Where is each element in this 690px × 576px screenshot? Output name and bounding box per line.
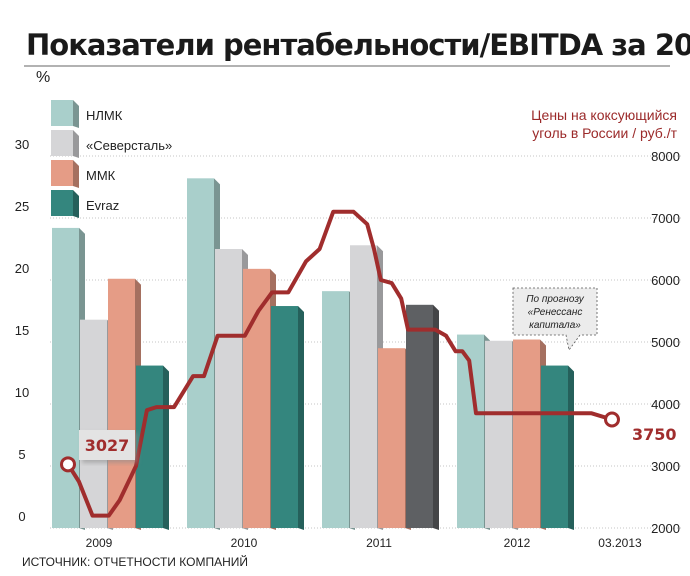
legend-label: НЛМК [86,108,123,123]
bar [271,306,298,528]
y-tick-label: 10 [15,385,29,400]
y-tick-label: 5 [18,447,25,462]
bar [513,339,540,528]
legend-swatch-side [73,190,79,218]
bar-side [298,306,304,530]
left-axis: 0 5 10 15 20 25 30 [15,137,29,524]
legend-swatch-side [73,130,79,158]
y-tick-label: 20 [15,261,29,276]
start-value-label: 3027 [85,436,130,455]
bar [52,227,79,529]
bar [187,178,214,528]
coal-price-line [66,209,613,518]
y-tick-label: 15 [15,323,29,338]
start-value-callout: 3027 [60,430,135,473]
bar-side [433,304,439,530]
bar [243,268,270,528]
forecast-note-box [512,287,598,351]
bar [350,245,377,528]
y2-tick-label: 8000 [651,149,680,164]
bar [215,249,242,528]
y-tick-label: 25 [15,199,29,214]
legend-swatch [51,160,73,186]
y2-tick-label: 4000 [651,397,680,412]
legend-swatch [51,190,73,216]
right-axis-title-line-2: уголь в России / руб./т [532,125,677,141]
forecast-note: По прогнозу «Ренессанс капитала» [512,287,598,351]
y2-tick-label: 3000 [651,459,680,474]
y-tick-label: 0 [18,509,25,524]
bar [541,365,568,528]
y2-tick-label: 5000 [651,335,680,350]
bars [52,178,574,531]
start-value-marker [60,456,76,473]
x-tick-label: 2011 [366,536,392,550]
right-axis: 2000 3000 4000 5000 6000 7000 8000 [651,149,680,536]
chart-title: Показатели рентабельности/EBITDA за 2012… [26,28,690,62]
y-axis-unit: % [36,69,50,86]
right-axis-title-line-1: Цены на коксующийся [531,107,677,123]
legend-swatch-side [73,100,79,128]
legend-label: ММК [86,168,116,183]
start-value-box [79,430,135,460]
legend-swatch-side [73,160,79,188]
legend: НЛМК «Северсталь» ММК Evraz [51,100,172,218]
legend-swatch [51,100,73,126]
source-note: ИСТОЧНИК: ОТЧЕТНОСТИ КОМПАНИЙ [22,554,248,569]
bar [378,348,405,528]
y2-tick-label: 6000 [651,273,680,288]
forecast-note-line-2: «Ренессанс [528,307,583,318]
forecast-note-line-1: По прогнозу [526,294,584,305]
bar-side [568,365,574,530]
y2-tick-label: 2000 [651,521,680,536]
bar [485,340,512,528]
y-tick-label: 30 [15,137,29,152]
bar-side [163,365,169,530]
bar [108,278,135,528]
legend-label: Evraz [86,198,119,213]
x-end-label: 03.2013 [598,536,642,550]
forecast-note-line-3: капитала» [529,320,581,331]
end-value-callout: 3750 [604,411,677,444]
bar [406,304,433,528]
x-tick-label: 2009 [86,536,113,550]
legend-swatch [51,130,73,156]
y2-tick-label: 7000 [651,211,680,226]
x-axis-labels: 2009 2010 2011 2012 [86,536,531,550]
legend-label: «Северсталь» [86,138,172,153]
bar [322,291,349,528]
x-tick-label: 2012 [504,536,531,550]
end-value-marker [604,411,620,428]
x-tick-label: 2010 [231,536,258,550]
end-value-label: 3750 [632,425,677,444]
